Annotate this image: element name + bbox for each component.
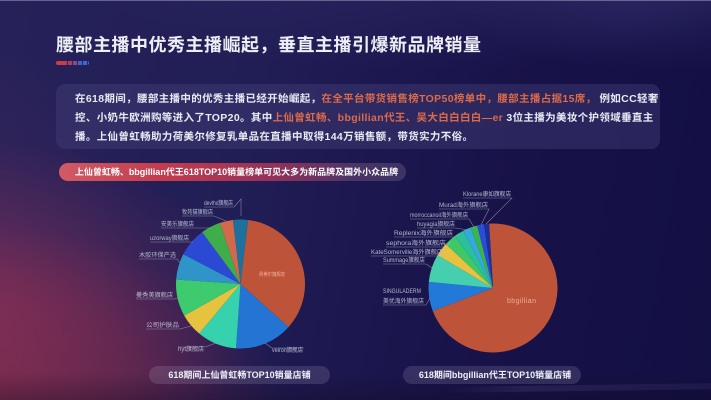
svg-text:Klorane康如旗舰店: Klorane康如旗舰店 bbox=[463, 190, 512, 198]
svg-text:sephora海外旗舰店: sephora海外旗舰店 bbox=[386, 239, 447, 247]
svg-text:木胶环保产选: 木胶环保产选 bbox=[139, 251, 177, 259]
svg-text:KateSomerville海外旗舰店: KateSomerville海外旗舰店 bbox=[371, 248, 444, 256]
svg-text:huyagia旗舰店: huyagia旗舰店 bbox=[417, 220, 456, 228]
svg-text:Murad海外旗舰店: Murad海外旗舰店 bbox=[439, 201, 489, 209]
svg-text:荷美尔旗舰店: 荷美尔旗舰店 bbox=[259, 271, 285, 278]
svg-text:公司护肤品: 公司护肤品 bbox=[146, 321, 179, 329]
svg-text:牧苑猫旗舰店: 牧苑猫旗舰店 bbox=[182, 208, 213, 216]
svg-text:Summage旗舰店: Summage旗舰店 bbox=[383, 256, 426, 264]
svg-text:devthd旗舰店: devthd旗舰店 bbox=[204, 199, 233, 207]
svg-text:安美乐旗舰店: 安美乐旗舰店 bbox=[161, 220, 195, 228]
svg-text:uzorway旗舰店: uzorway旗舰店 bbox=[150, 234, 190, 242]
svg-text:SINGULADERM: SINGULADERM bbox=[383, 289, 421, 295]
svg-text:morroccanoil海外旗舰店: morroccanoil海外旗舰店 bbox=[410, 211, 469, 219]
svg-text:Replenix海外旗舰店: Replenix海外旗舰店 bbox=[394, 229, 454, 237]
svg-text:veiron旗舰店: veiron旗舰店 bbox=[272, 346, 304, 354]
svg-text:hyt旗舰店: hyt旗舰店 bbox=[178, 345, 205, 353]
svg-text:bbgillian: bbgillian bbox=[507, 298, 536, 305]
svg-text:曼秀美旗舰店: 曼秀美旗舰店 bbox=[136, 291, 174, 299]
svg-text:美优海外旗舰店: 美优海外旗舰店 bbox=[383, 297, 425, 305]
